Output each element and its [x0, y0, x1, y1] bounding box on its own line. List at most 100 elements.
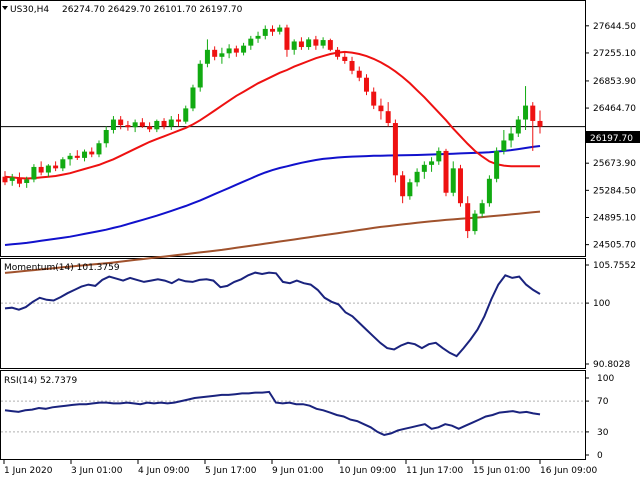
candle-body: [197, 63, 203, 88]
candle-body: [82, 151, 88, 158]
candle-body: [154, 120, 160, 130]
candle-body: [9, 177, 15, 181]
candle-body: [436, 150, 442, 162]
candle-body: [356, 70, 362, 78]
candle-body: [320, 40, 326, 46]
candle-body: [53, 165, 59, 169]
momentum-title: Momentum(14) 101.3759: [4, 263, 120, 273]
candle-body: [486, 178, 492, 204]
candle-body: [465, 203, 471, 232]
candle-body: [110, 119, 116, 130]
price-tick-label: 27255.10: [593, 49, 636, 59]
candle-body: [313, 39, 319, 46]
ohlc-readout: 26274.70 26429.70 26101.70 26197.70: [62, 5, 243, 15]
candle-body: [168, 119, 174, 127]
candle-body: [270, 28, 275, 32]
time-tick-label: 15 Jun 01:00: [473, 466, 530, 476]
candle-body: [118, 119, 124, 126]
candle-body: [103, 130, 109, 144]
candle-body: [24, 179, 30, 183]
candle-body: [291, 41, 297, 50]
candle-body: [414, 171, 420, 183]
time-tick-label: 16 Jun 09:00: [540, 466, 597, 476]
candle-body: [190, 87, 196, 109]
candle-body: [385, 111, 391, 124]
ma-brown-line: [4, 210, 541, 274]
candle-body: [16, 178, 22, 184]
time-tick-label: 1 Jun 2020: [4, 466, 53, 476]
ma-red-line: [4, 50, 540, 180]
candle-body: [335, 49, 341, 57]
candle-body: [457, 168, 463, 204]
momentum-panel[interactable]: 105.7552 100 90.8028: [1, 261, 636, 370]
price-tick-label: 24505.70: [593, 241, 636, 251]
time-axis: 1 Jun 2020 3 Jun 01:00 4 Jun 09:00 5 Jun 17…: [3, 460, 597, 476]
candle-body: [74, 155, 80, 158]
rsi-panel[interactable]: 100 70 30 0: [1, 374, 614, 461]
momentum-tick-label: 90.8028: [593, 360, 630, 370]
candle-body: [89, 151, 95, 155]
candle-body: [515, 119, 521, 134]
current-price-box: [586, 131, 640, 143]
candle-body: [523, 105, 529, 120]
candle-body: [327, 40, 333, 50]
price-tick-label: 24895.10: [593, 213, 636, 223]
candle-body: [176, 119, 182, 122]
candle-body: [139, 122, 145, 127]
candle-body: [501, 140, 507, 151]
candle-body: [349, 60, 355, 71]
candle-body: [147, 126, 153, 130]
candle-body: [298, 41, 304, 48]
candle-body: [363, 77, 369, 92]
candle-body: [125, 125, 131, 128]
candle-body: [392, 123, 398, 176]
candle-body: [508, 133, 514, 141]
candle-body: [248, 38, 254, 46]
candle-body: [60, 159, 66, 169]
candle-body: [277, 27, 283, 32]
time-tick-label: 10 Jun 09:00: [339, 466, 396, 476]
price-tick-label: 25673.90: [593, 159, 636, 169]
time-tick-label: 4 Jun 09:00: [138, 466, 190, 476]
candle-body: [219, 53, 225, 57]
candle-body: [450, 168, 456, 193]
candle-body: [255, 35, 261, 39]
candle-body: [2, 176, 8, 183]
time-tick-label: 11 Jun 17:00: [406, 466, 463, 476]
candle-body: [96, 143, 102, 155]
candle-body: [233, 48, 239, 53]
candle-body: [530, 105, 536, 121]
candle-body: [204, 49, 210, 64]
ma-blue-line: [4, 145, 541, 246]
candle-body: [226, 48, 232, 54]
candle-body: [472, 213, 478, 232]
dropdown-triangle-icon[interactable]: [2, 6, 8, 10]
price-tick-label: 26853.90: [593, 77, 636, 87]
candle-body: [494, 150, 500, 179]
candle-body: [284, 27, 290, 50]
current-price-label: 26197.70: [590, 134, 633, 144]
rsi-tick-label: 0: [597, 451, 603, 461]
rsi-line: [4, 390, 541, 437]
candle-body: [479, 203, 485, 214]
candle-body: [378, 105, 384, 112]
candle-body: [161, 120, 167, 127]
candle-body: [31, 166, 37, 180]
price-tick-label: 26464.70: [593, 104, 636, 114]
candle-body: [306, 39, 312, 48]
rsi-tick-label: 70: [597, 397, 609, 407]
symbol-label: US30,H4: [10, 5, 49, 15]
candle-body: [421, 164, 427, 172]
price-panel[interactable]: 27644.5027255.1026853.9026464.7026075.10…: [1, 22, 636, 274]
candle-body: [132, 122, 138, 128]
rsi-panel-frame: [0, 370, 586, 460]
candle-body: [443, 150, 449, 193]
rsi-tick-label: 100: [597, 374, 614, 384]
price-tick-label: 27644.50: [593, 22, 636, 32]
candle-body: [537, 120, 543, 127]
candle-body: [262, 28, 268, 36]
candle-body: [429, 161, 435, 165]
candle-body: [38, 166, 44, 173]
time-tick-label: 3 Jun 01:00: [71, 466, 123, 476]
